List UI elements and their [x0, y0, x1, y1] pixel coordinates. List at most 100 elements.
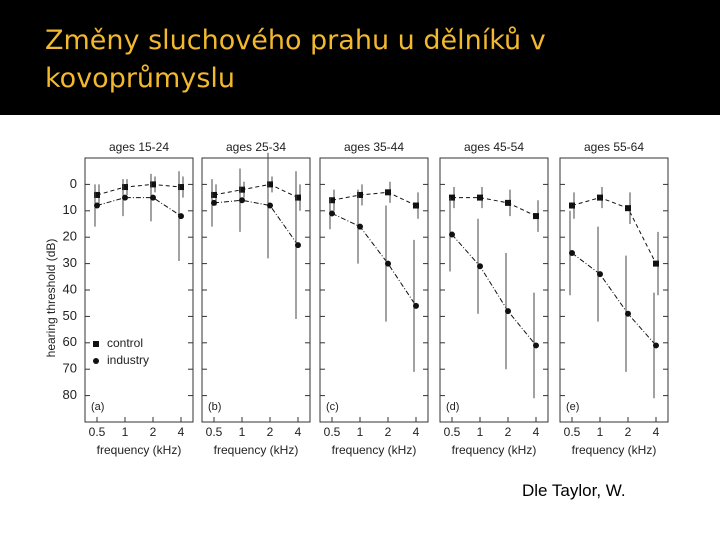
series-line — [571, 197, 657, 264]
legend-label: industry — [107, 353, 149, 367]
marker — [329, 197, 335, 204]
x-axis-label: frequency (kHz) — [572, 443, 657, 457]
x-tick-label: 4 — [295, 425, 302, 439]
marker — [533, 213, 539, 220]
marker — [239, 197, 245, 204]
panel-title: ages 45-54 — [464, 140, 524, 154]
panel-title: ages 35-44 — [344, 140, 404, 154]
marker — [150, 194, 156, 201]
marker — [267, 202, 273, 209]
plot-frame — [319, 157, 429, 423]
marker — [477, 263, 483, 270]
y-tick-label: 60 — [63, 334, 77, 349]
marker — [357, 223, 363, 230]
marker — [477, 194, 483, 201]
panel-label: (b) — [208, 401, 221, 413]
x-tick-label: 2 — [150, 425, 157, 439]
marker — [449, 231, 455, 238]
marker — [505, 199, 511, 206]
x-tick-label: 2 — [267, 425, 274, 439]
title-band — [0, 0, 720, 115]
x-axis-label: frequency (kHz) — [214, 443, 299, 457]
marker — [385, 260, 391, 267]
y-tick-label: 30 — [63, 255, 77, 270]
series-line — [96, 197, 182, 217]
y-tick-label: 40 — [63, 281, 77, 296]
marker — [653, 260, 659, 267]
marker — [122, 194, 128, 201]
y-tick-label: 50 — [63, 308, 77, 323]
series-line — [213, 183, 299, 199]
series-line — [96, 183, 182, 196]
y-tick-label: 10 — [63, 202, 77, 217]
panel-label: (d) — [446, 401, 459, 413]
x-tick-label: 2 — [625, 425, 632, 439]
x-tick-label: 1 — [239, 425, 246, 439]
x-tick-label: 0.5 — [206, 425, 223, 439]
panel-title: ages 55-64 — [584, 140, 644, 154]
x-tick-label: 4 — [413, 425, 420, 439]
plot-frame — [439, 157, 549, 423]
series-line — [571, 252, 657, 346]
series-line — [331, 191, 417, 206]
x-axis-label: frequency (kHz) — [452, 443, 537, 457]
series-line — [331, 212, 417, 307]
caption: Dle Taylor, W. — [522, 481, 626, 500]
marker — [178, 184, 184, 191]
marker — [505, 308, 511, 315]
x-tick-label: 0.5 — [324, 425, 341, 439]
x-axis-label: frequency (kHz) — [332, 443, 417, 457]
marker — [597, 194, 603, 201]
marker — [211, 191, 217, 198]
panel-label: (a) — [91, 401, 104, 413]
marker — [329, 210, 335, 217]
marker — [533, 342, 539, 349]
marker — [178, 213, 184, 220]
panel-label: (e) — [566, 401, 579, 413]
plot-frame — [201, 157, 311, 423]
x-tick-label: 1 — [597, 425, 604, 439]
x-tick-label: 2 — [385, 425, 392, 439]
marker — [94, 191, 100, 198]
marker — [267, 181, 273, 188]
marker — [569, 250, 575, 257]
x-tick-label: 4 — [178, 425, 185, 439]
x-tick-label: 1 — [357, 425, 364, 439]
marker — [413, 202, 419, 209]
marker — [449, 194, 455, 201]
panel-title: ages 25-34 — [226, 140, 286, 154]
legend-marker — [93, 358, 99, 364]
x-tick-label: 2 — [505, 425, 512, 439]
marker — [653, 342, 659, 349]
x-tick-label: 1 — [477, 425, 484, 439]
marker — [625, 205, 631, 212]
marker — [150, 181, 156, 188]
marker — [239, 186, 245, 193]
marker — [211, 199, 217, 206]
x-tick-label: 0.5 — [89, 425, 106, 439]
x-tick-label: 1 — [122, 425, 129, 439]
marker — [122, 184, 128, 191]
marker — [625, 310, 631, 317]
marker — [295, 194, 301, 201]
x-axis-label: frequency (kHz) — [97, 443, 182, 457]
marker — [357, 191, 363, 198]
legend-marker — [93, 341, 99, 347]
panel-label: (c) — [326, 401, 339, 413]
y-tick-label: 80 — [63, 387, 77, 402]
x-tick-label: 0.5 — [444, 425, 461, 439]
x-tick-label: 4 — [653, 425, 660, 439]
marker — [413, 302, 419, 309]
y-tick-label: 0 — [70, 176, 77, 191]
x-tick-label: 4 — [533, 425, 540, 439]
x-tick-label: 0.5 — [564, 425, 581, 439]
y-axis-label: hearing threshold (dB) — [44, 239, 58, 358]
series-line — [452, 197, 537, 217]
series-line — [213, 199, 299, 246]
panel-title: ages 15-24 — [109, 140, 169, 154]
legend-label: control — [107, 336, 143, 350]
series-line — [451, 234, 537, 346]
slide-title: Změny sluchového prahu u dělníků v kovop… — [45, 25, 546, 94]
